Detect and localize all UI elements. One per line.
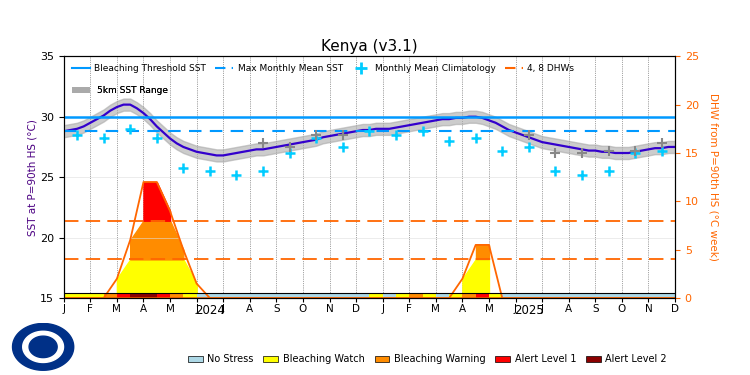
Bar — [130, 293, 157, 298]
Bar — [170, 293, 183, 298]
Legend: No Stress, Bleaching Watch, Bleaching Warning, Alert Level 1, Alert Level 2: No Stress, Bleaching Watch, Bleaching Wa… — [184, 351, 671, 368]
Polygon shape — [29, 336, 57, 358]
Bar — [64, 293, 104, 298]
Bar — [183, 293, 196, 298]
Bar — [449, 293, 463, 298]
Text: 2024: 2024 — [195, 304, 225, 316]
Legend: 5km SST Range: 5km SST Range — [68, 82, 172, 99]
Polygon shape — [13, 324, 74, 370]
Bar — [369, 293, 382, 298]
Bar — [489, 293, 502, 298]
Bar — [422, 293, 436, 298]
Text: 2025: 2025 — [514, 304, 544, 316]
Bar — [196, 293, 369, 298]
Y-axis label: DHW from P=90th HS (°C week): DHW from P=90th HS (°C week) — [708, 93, 718, 261]
Bar — [157, 293, 170, 298]
Polygon shape — [22, 331, 64, 363]
Bar — [396, 293, 410, 298]
Bar — [463, 293, 476, 298]
Title: Kenya (v3.1): Kenya (v3.1) — [321, 39, 418, 54]
Bar — [104, 293, 117, 298]
Bar — [64, 293, 675, 298]
Bar — [382, 293, 396, 298]
Bar — [410, 293, 422, 298]
Bar — [436, 293, 449, 298]
Bar — [503, 293, 675, 298]
Bar — [117, 293, 130, 298]
Bar — [476, 293, 489, 298]
Y-axis label: SST at P=90th HS (°C): SST at P=90th HS (°C) — [27, 119, 38, 236]
